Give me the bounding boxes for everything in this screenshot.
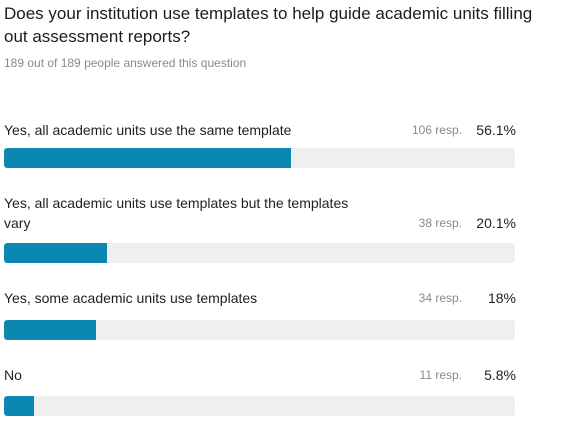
progress-bar-fill bbox=[4, 148, 291, 168]
progress-bar-track bbox=[4, 396, 515, 416]
question-title: Does your institution use templates to h… bbox=[4, 4, 533, 46]
option-percent: 56.1% bbox=[476, 122, 516, 138]
progress-bar-track bbox=[4, 243, 515, 263]
option-percent: 20.1% bbox=[476, 215, 516, 231]
option-label: Yes, all academic units use the same tem… bbox=[4, 122, 292, 138]
progress-bar-track bbox=[4, 148, 515, 168]
progress-bar-track bbox=[4, 320, 515, 340]
option-label: Yes, some academic units use templates bbox=[4, 290, 258, 306]
option-responses: 38 resp. bbox=[418, 216, 462, 230]
option-some-templates: Yes, some academic units use templates 3… bbox=[4, 285, 516, 340]
option-responses: 11 resp. bbox=[419, 368, 462, 382]
option-responses: 34 resp. bbox=[418, 291, 462, 305]
option-label: Yes, all academic units use templates bu… bbox=[4, 195, 349, 231]
option-no: No 11 resp. 5.8% bbox=[4, 362, 516, 416]
option-templates-vary: Yes, all academic units use templates bu… bbox=[4, 190, 516, 263]
progress-bar-fill bbox=[4, 243, 107, 263]
progress-bar-fill bbox=[4, 396, 34, 416]
option-responses: 106 resp. bbox=[411, 123, 462, 137]
progress-bar-fill bbox=[4, 320, 96, 340]
option-label: No bbox=[4, 367, 22, 383]
option-same-template: Yes, all academic units use the same tem… bbox=[4, 110, 516, 168]
option-percent: 5.8% bbox=[484, 367, 516, 383]
answered-count: 189 out of 189 people answered this ques… bbox=[4, 56, 247, 70]
option-percent: 18% bbox=[487, 290, 516, 306]
